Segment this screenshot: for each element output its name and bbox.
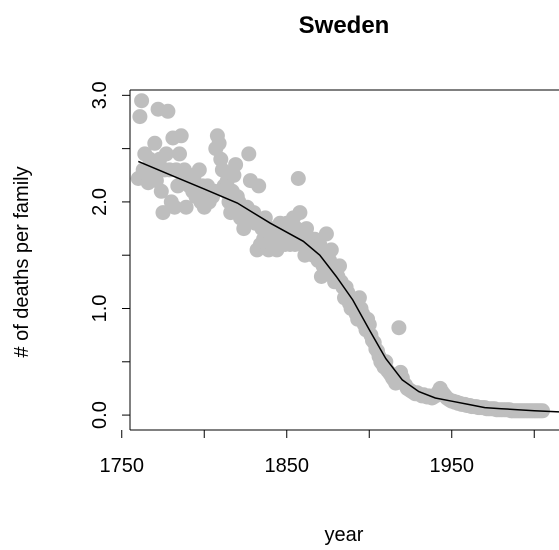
y-tick-label: 2.0 (89, 188, 111, 216)
data-point (153, 183, 169, 199)
data-point (167, 199, 183, 215)
data-point (323, 242, 339, 258)
data-point (132, 109, 148, 125)
y-axis-label: # of deaths per family (11, 166, 33, 357)
trend-line (138, 160, 559, 413)
data-point (292, 205, 308, 221)
data-point (160, 103, 176, 119)
data-point (241, 146, 257, 162)
data-point (228, 157, 244, 173)
data-point (318, 226, 334, 242)
data-point (251, 178, 267, 194)
y-axis-ticks: 0.0 1.0 2.0 3.0 (89, 81, 130, 429)
x-tick-label: 1750 (100, 455, 145, 477)
data-point (134, 93, 150, 109)
data-point (173, 128, 189, 144)
data-point (332, 258, 347, 274)
data-point (172, 146, 187, 162)
x-tick-label: 1850 (265, 455, 310, 477)
data-point (158, 146, 174, 162)
data-point (191, 162, 207, 178)
y-tick-label: 1.0 (89, 295, 111, 323)
data-point (178, 199, 194, 215)
data-point (211, 135, 227, 151)
data-points (130, 93, 550, 419)
data-point (155, 205, 171, 221)
x-axis-ticks: 1750 1850 1950 (100, 430, 535, 477)
data-point (391, 320, 407, 336)
x-tick-label: 1950 (430, 455, 475, 477)
y-tick-label: 3.0 (89, 81, 111, 109)
y-tick-label: 0.0 (89, 401, 111, 429)
data-point (147, 135, 163, 151)
x-axis-label: year (325, 524, 364, 546)
data-point (290, 171, 306, 186)
chart-title: Sweden (299, 12, 390, 39)
